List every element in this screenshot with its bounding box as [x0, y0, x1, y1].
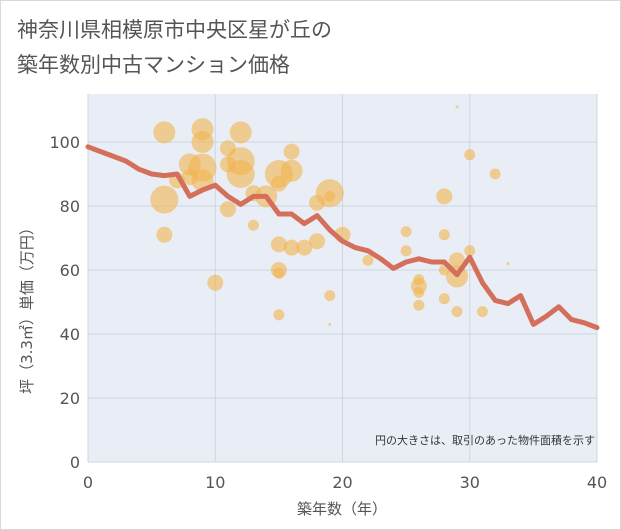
- bubble-point: [438, 229, 450, 241]
- bubble-point: [280, 159, 303, 182]
- x-tick-label: 20: [332, 473, 352, 492]
- y-tick-label: 20: [60, 389, 80, 408]
- bubble-point: [328, 322, 332, 326]
- bubble-point: [455, 105, 459, 109]
- bubble-point: [324, 290, 336, 302]
- bubble-point: [270, 236, 287, 253]
- y-axis-ticks: 0 20 40 60 80 100: [49, 133, 80, 472]
- bubble-point: [413, 299, 425, 311]
- bubble-point: [362, 254, 374, 266]
- y-tick-label: 80: [60, 197, 80, 216]
- bubble-series: [150, 105, 510, 326]
- size-legend-note: 円の大きさは、取引のあった物件面積を示す: [375, 433, 595, 447]
- x-axis-label: 築年数（年）: [297, 500, 387, 518]
- bubble-point: [464, 245, 476, 257]
- bubble-point: [400, 226, 412, 238]
- bubble-point: [296, 239, 313, 256]
- bubble-point: [150, 185, 179, 214]
- bubble-point: [400, 245, 412, 257]
- bubble-point: [191, 131, 214, 153]
- bubble-point: [283, 143, 300, 160]
- bubble-point: [436, 188, 453, 205]
- bubble-point: [489, 168, 501, 180]
- bubble-point: [464, 149, 476, 161]
- x-tick-label: 40: [587, 473, 607, 492]
- trend-line: [85, 144, 600, 331]
- bubble-point: [506, 262, 510, 266]
- chart-title: 神奈川県相模原市中央区星が丘の 築年数別中古マンション価格: [17, 13, 332, 83]
- bubble-point: [451, 306, 463, 318]
- bubble-point: [309, 233, 326, 250]
- chart-title-line-1: 神奈川県相模原市中央区星が丘の: [17, 18, 332, 42]
- bubble-point: [247, 219, 259, 231]
- bubble-point: [413, 286, 425, 298]
- bubble-point: [449, 252, 466, 269]
- bubble-point: [226, 160, 255, 188]
- bubble-point: [219, 201, 236, 218]
- bubble-point: [153, 121, 176, 144]
- x-tick-label: 0: [83, 473, 93, 492]
- bubble-point: [324, 190, 336, 202]
- bubble-point: [156, 226, 173, 243]
- y-axis-label: 坪（3.3㎡）単価（万円）: [18, 220, 36, 394]
- y-tick-label: 40: [60, 325, 80, 344]
- bubble-point: [207, 274, 224, 291]
- bubble-point: [438, 293, 450, 305]
- x-axis-ticks: 0 10 20 30 40: [83, 473, 607, 492]
- bubble-point: [283, 239, 300, 256]
- x-tick-label: 30: [460, 473, 480, 492]
- chart-title-line-2: 築年数別中古マンション価格: [17, 53, 290, 77]
- x-tick-label: 10: [205, 473, 225, 492]
- bubble-point: [476, 306, 488, 318]
- bubble-point: [229, 121, 252, 144]
- y-tick-label: 60: [60, 261, 80, 280]
- bubble-point: [273, 309, 285, 321]
- y-tick-label: 100: [49, 133, 80, 152]
- y-tick-label: 0: [70, 453, 80, 472]
- bubble-point: [270, 175, 287, 192]
- bubble-point: [273, 267, 285, 279]
